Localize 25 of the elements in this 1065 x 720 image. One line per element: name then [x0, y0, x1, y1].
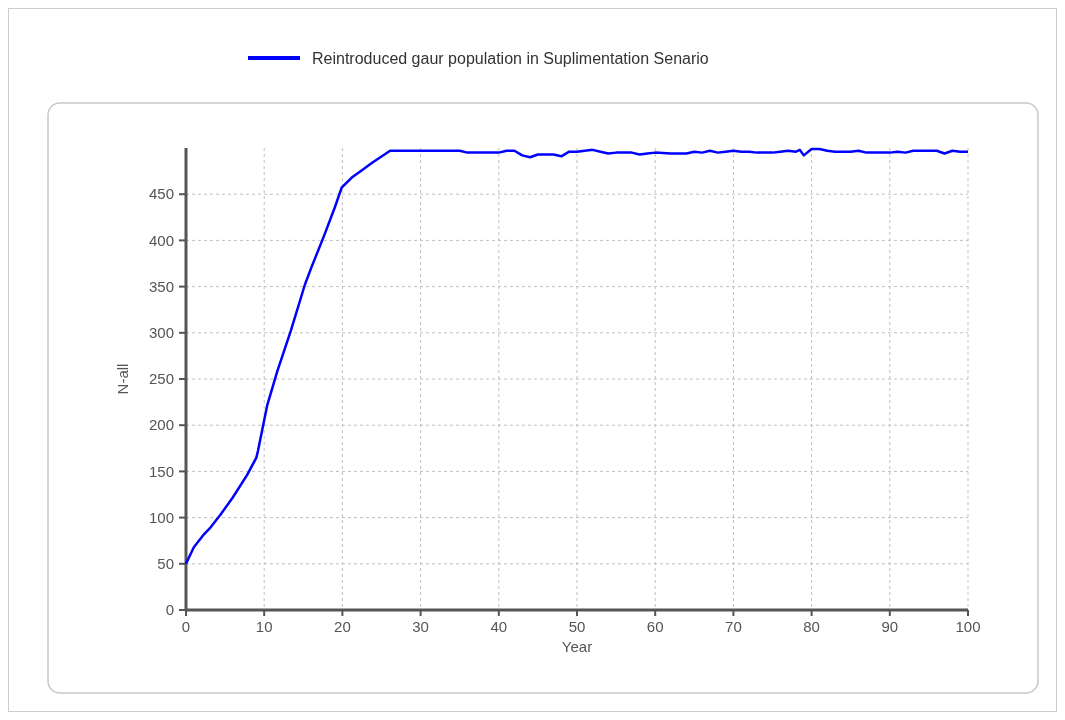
y-tick-label: 50: [157, 555, 174, 573]
x-tick-label: 90: [881, 618, 899, 635]
x-tick-label: 40: [490, 618, 508, 635]
y-tick-label: 400: [148, 231, 174, 249]
x-tick-label: 70: [725, 618, 742, 635]
y-tick-label: 450: [148, 185, 174, 203]
legend-label: Reintroduced gaur population in Suplimentation Senario: [312, 49, 709, 67]
y-tick-label: 250: [148, 370, 174, 388]
y-axis-title: N-all: [114, 363, 131, 395]
y-tick-label: 200: [148, 416, 174, 434]
x-tick-label: 20: [334, 618, 351, 635]
y-tick-label: 100: [148, 508, 174, 526]
y-tick-label: 150: [148, 462, 174, 480]
x-tick-label: 60: [646, 618, 664, 635]
x-tick-label: 50: [568, 618, 586, 635]
x-tick-label: 0: [181, 618, 191, 635]
x-tick-label: 10: [255, 618, 273, 635]
x-tick-label: 80: [803, 618, 820, 635]
x-tick-label: 30: [412, 618, 429, 635]
y-tick-label: 350: [148, 277, 174, 295]
y-tick-label: 0: [165, 601, 174, 619]
y-tick-label: 300: [148, 324, 174, 342]
x-tick-label: 100: [955, 618, 981, 635]
x-axis-title: Year: [561, 638, 593, 655]
line-series: [184, 147, 970, 566]
